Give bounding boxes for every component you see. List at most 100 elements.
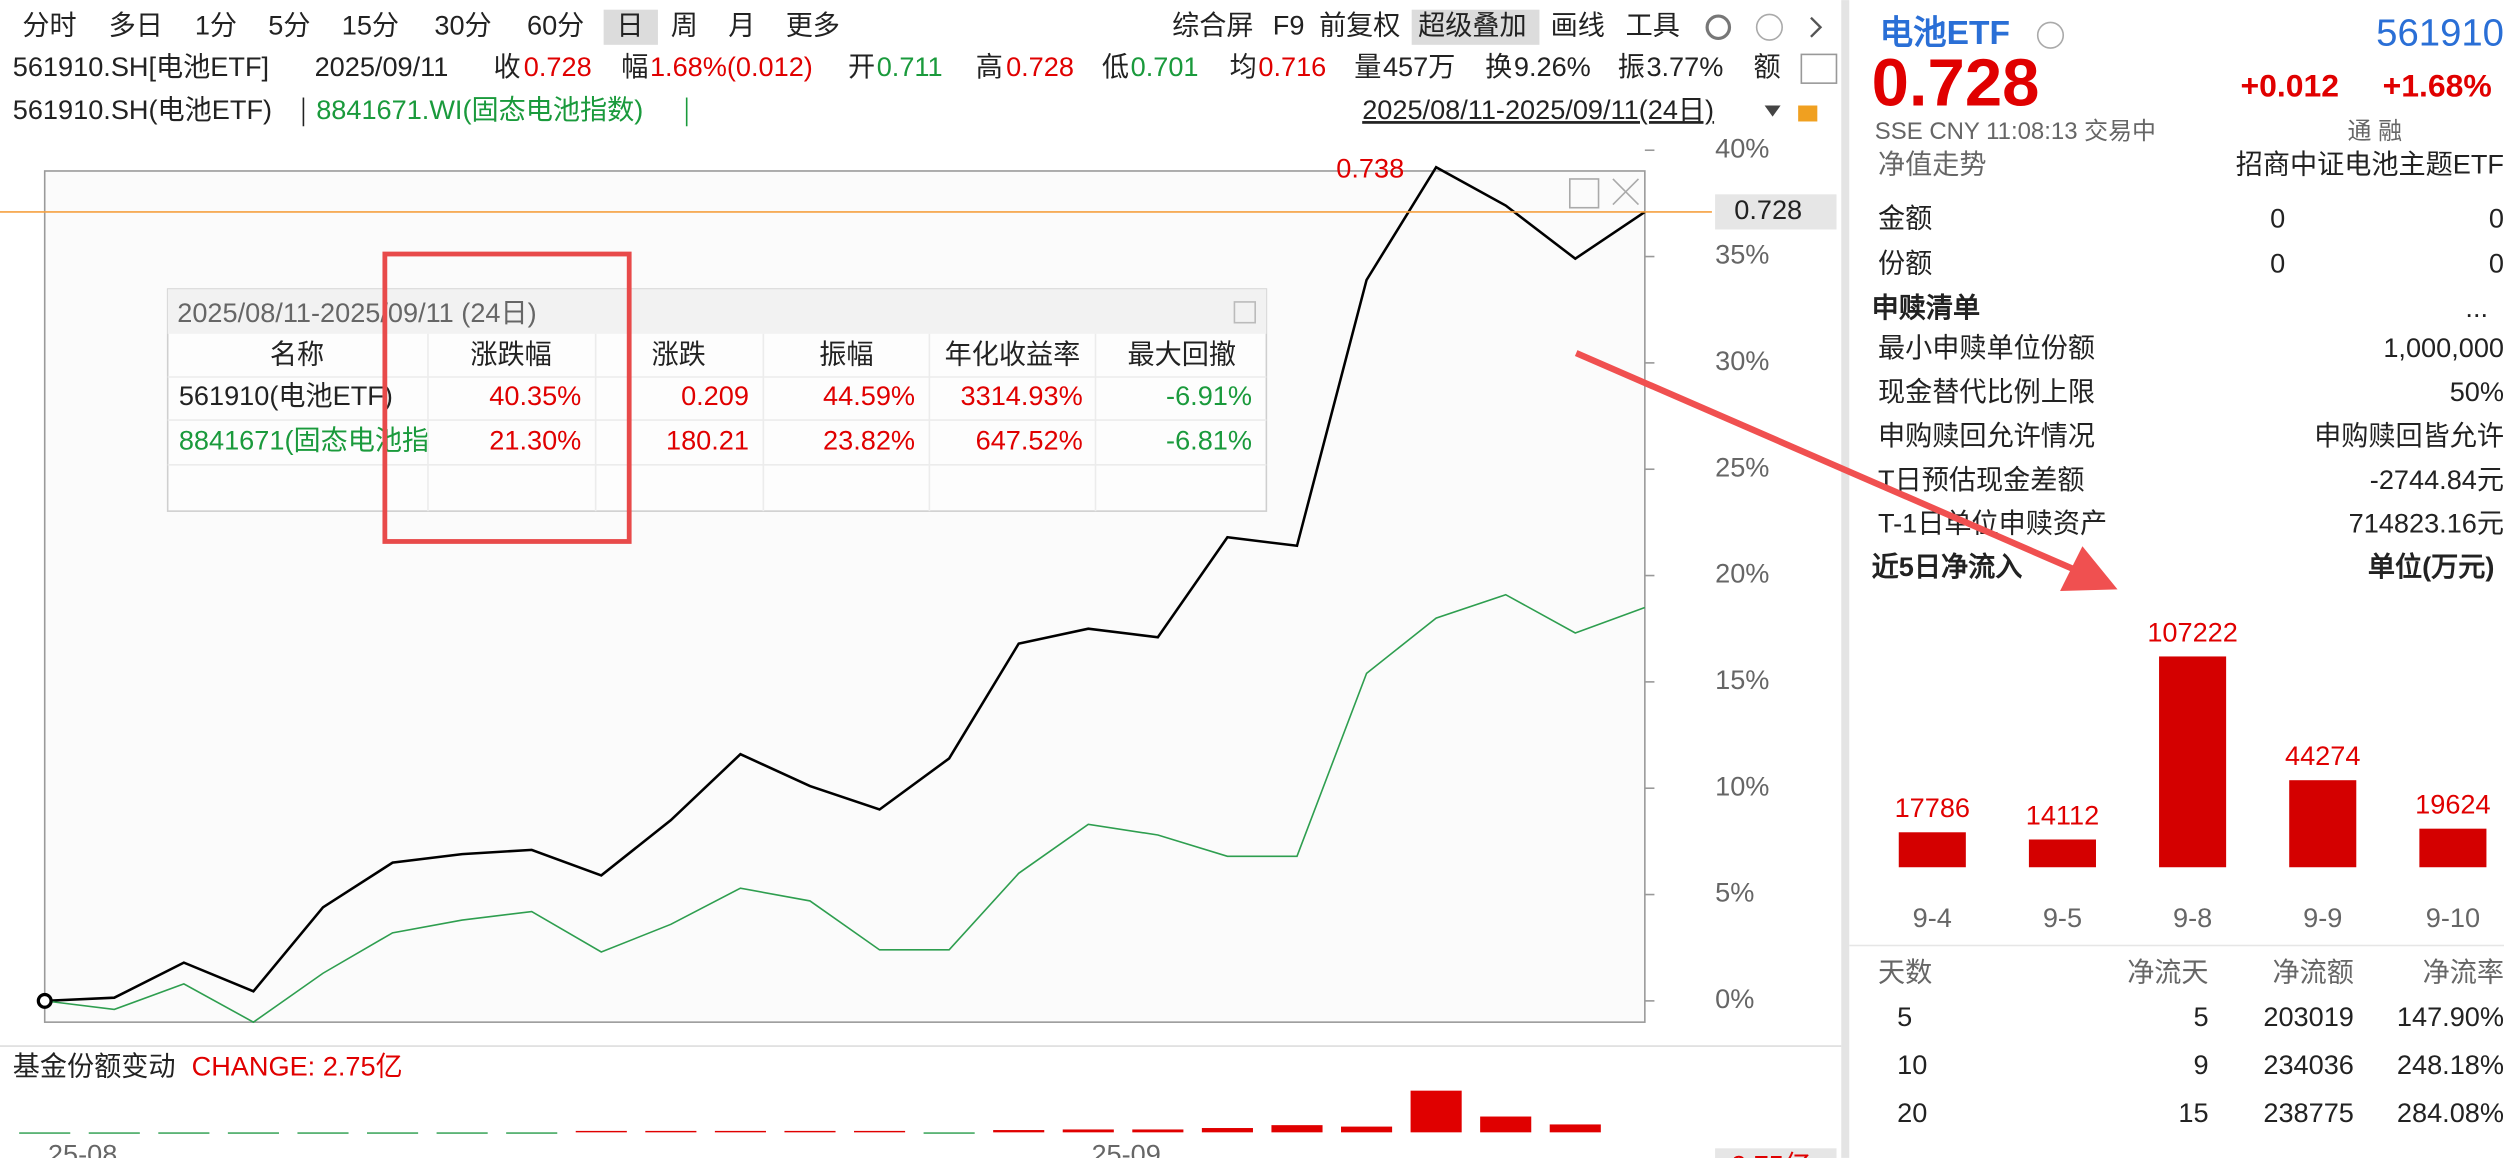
cell: 21.30%	[489, 425, 581, 456]
tab[interactable]: 1分	[195, 9, 237, 40]
bar	[1062, 1129, 1114, 1133]
col-header: 净流额	[2273, 956, 2354, 987]
divider	[1841, 0, 1850, 1158]
tab[interactable]: 日	[616, 9, 643, 40]
bar	[854, 1130, 906, 1133]
bar	[714, 1130, 766, 1133]
bar	[506, 1132, 558, 1134]
cell: 40.35%	[489, 380, 581, 411]
table-lines	[167, 333, 1267, 512]
tab[interactable]: 分时	[22, 9, 76, 40]
bar	[2028, 839, 2096, 868]
bar	[645, 1130, 697, 1133]
symbol: 561910.SH[电池ETF]	[13, 51, 269, 82]
overlay-title: 2025/08/11-2025/09/11 (24日)	[177, 297, 536, 328]
row-label: 最小申赎单位份额	[1878, 332, 2095, 363]
fund-full-name: 招商中证电池主题ETF	[2236, 148, 2504, 179]
quote-value: 3.77%	[1646, 51, 1723, 82]
cell: 23.82%	[823, 425, 915, 456]
x-tick-label: 9-4	[1913, 902, 1952, 933]
quote-label: 振	[1618, 51, 1645, 82]
tab[interactable]: 30分	[434, 9, 491, 40]
start-marker	[36, 992, 53, 1009]
next-icon[interactable]	[1810, 16, 1823, 38]
bar	[19, 1132, 71, 1134]
fund-code: 561910	[2376, 11, 2504, 54]
row-value: 0	[2270, 203, 2285, 234]
more[interactable]: ...	[2465, 292, 2488, 323]
x-tick-label: 9-5	[2043, 902, 2082, 933]
tab[interactable]: 月	[728, 9, 755, 40]
bar	[1271, 1125, 1323, 1133]
wp-icon[interactable]	[1800, 53, 1838, 84]
quote-label: 额	[1753, 51, 1780, 82]
x-tick-label: 25-08	[48, 1138, 117, 1158]
bar	[367, 1132, 419, 1134]
nav-label[interactable]: 净值走势	[1878, 148, 1987, 179]
tool[interactable]: 工具	[1626, 9, 1680, 40]
price-label-bg	[1715, 194, 1837, 230]
data-label: 107222	[2147, 616, 2238, 647]
help-icon[interactable]	[1755, 13, 1783, 41]
date-range[interactable]: 2025/08/11-2025/09/11(24日)	[1362, 94, 1714, 125]
cell: 5	[2193, 1001, 2208, 1032]
quote-label: 量	[1354, 51, 1381, 82]
tool[interactable]: 超级叠加	[1418, 9, 1527, 40]
col-header: 最大回撤	[1127, 338, 1236, 369]
bar	[1480, 1116, 1532, 1133]
tool[interactable]: 综合屏	[1172, 9, 1253, 40]
y-tick-label: 35%	[1715, 239, 1769, 270]
row-label: 金额	[1878, 203, 1932, 234]
bar	[784, 1130, 836, 1133]
cell: 147.90%	[2397, 1001, 2504, 1032]
row-value: 50%	[2450, 376, 2504, 407]
quote-value: 0.716	[1258, 51, 1326, 82]
ui: 分时 多日 1分 5分 15分 30分 60分 日 周 月 更多 综合屏 F9 …	[0, 9, 2504, 1158]
tool[interactable]: 前复权	[1319, 9, 1400, 40]
legend-entry: 8841671.WI(固态电池指数)	[316, 94, 643, 125]
tool[interactable]: F9	[1273, 9, 1305, 40]
series-line	[44, 165, 1646, 1003]
overlay-header	[167, 289, 1267, 334]
cell: 3314.93%	[961, 380, 1083, 411]
dropdown-icon[interactable]	[1764, 105, 1781, 117]
tab[interactable]: 多日	[109, 9, 163, 40]
cell: 8841671(固态电池指数)	[179, 425, 465, 456]
data-label: 19624	[2415, 788, 2490, 819]
col-header: 年化收益率	[945, 338, 1081, 369]
tab[interactable]: 15分	[342, 9, 399, 40]
y-tick-label: 5%	[1715, 877, 1754, 908]
settings-icon[interactable]	[1705, 14, 1732, 41]
quote-value: 9.26%	[1514, 51, 1591, 82]
x-tick-label: 9-10	[2426, 902, 2480, 933]
change-pct: +1.68%	[2383, 67, 2492, 103]
unit: 单位(万元)	[2368, 551, 2495, 582]
lock-icon[interactable]	[1798, 105, 1818, 122]
overlay-close[interactable]	[1233, 301, 1256, 324]
quote-label: 换	[1485, 51, 1512, 82]
cell: 9	[2193, 1049, 2208, 1080]
x-tick-label: 9-9	[2303, 902, 2342, 933]
fund-name: 电池ETF	[1880, 15, 2010, 52]
col-header: 净流天	[2127, 956, 2208, 987]
close-icon[interactable]	[1612, 178, 1640, 206]
bar	[1132, 1129, 1184, 1133]
window-icon[interactable]	[1568, 178, 1600, 209]
share-title: 基金份额变动	[13, 1051, 176, 1082]
tab[interactable]: 60分	[527, 9, 584, 40]
section-title: 近5日净流入	[1872, 551, 2023, 582]
cell: 238775	[2263, 1097, 2354, 1128]
x-tick-label: 9-8	[2173, 902, 2212, 933]
tab[interactable]: 更多	[786, 9, 840, 40]
quote-value: 0.728	[1006, 51, 1074, 82]
y-tick-label: 10%	[1715, 770, 1769, 801]
tab[interactable]: 5分	[268, 9, 310, 40]
cell: -6.91%	[1166, 380, 1252, 411]
change: +0.012	[2241, 67, 2340, 103]
max-label: 0.738	[1336, 153, 1404, 184]
row-value: 0	[2489, 247, 2504, 278]
info-icon[interactable]	[2036, 21, 2065, 49]
tab[interactable]: 周	[671, 9, 698, 40]
tool[interactable]: 画线	[1551, 9, 1605, 40]
